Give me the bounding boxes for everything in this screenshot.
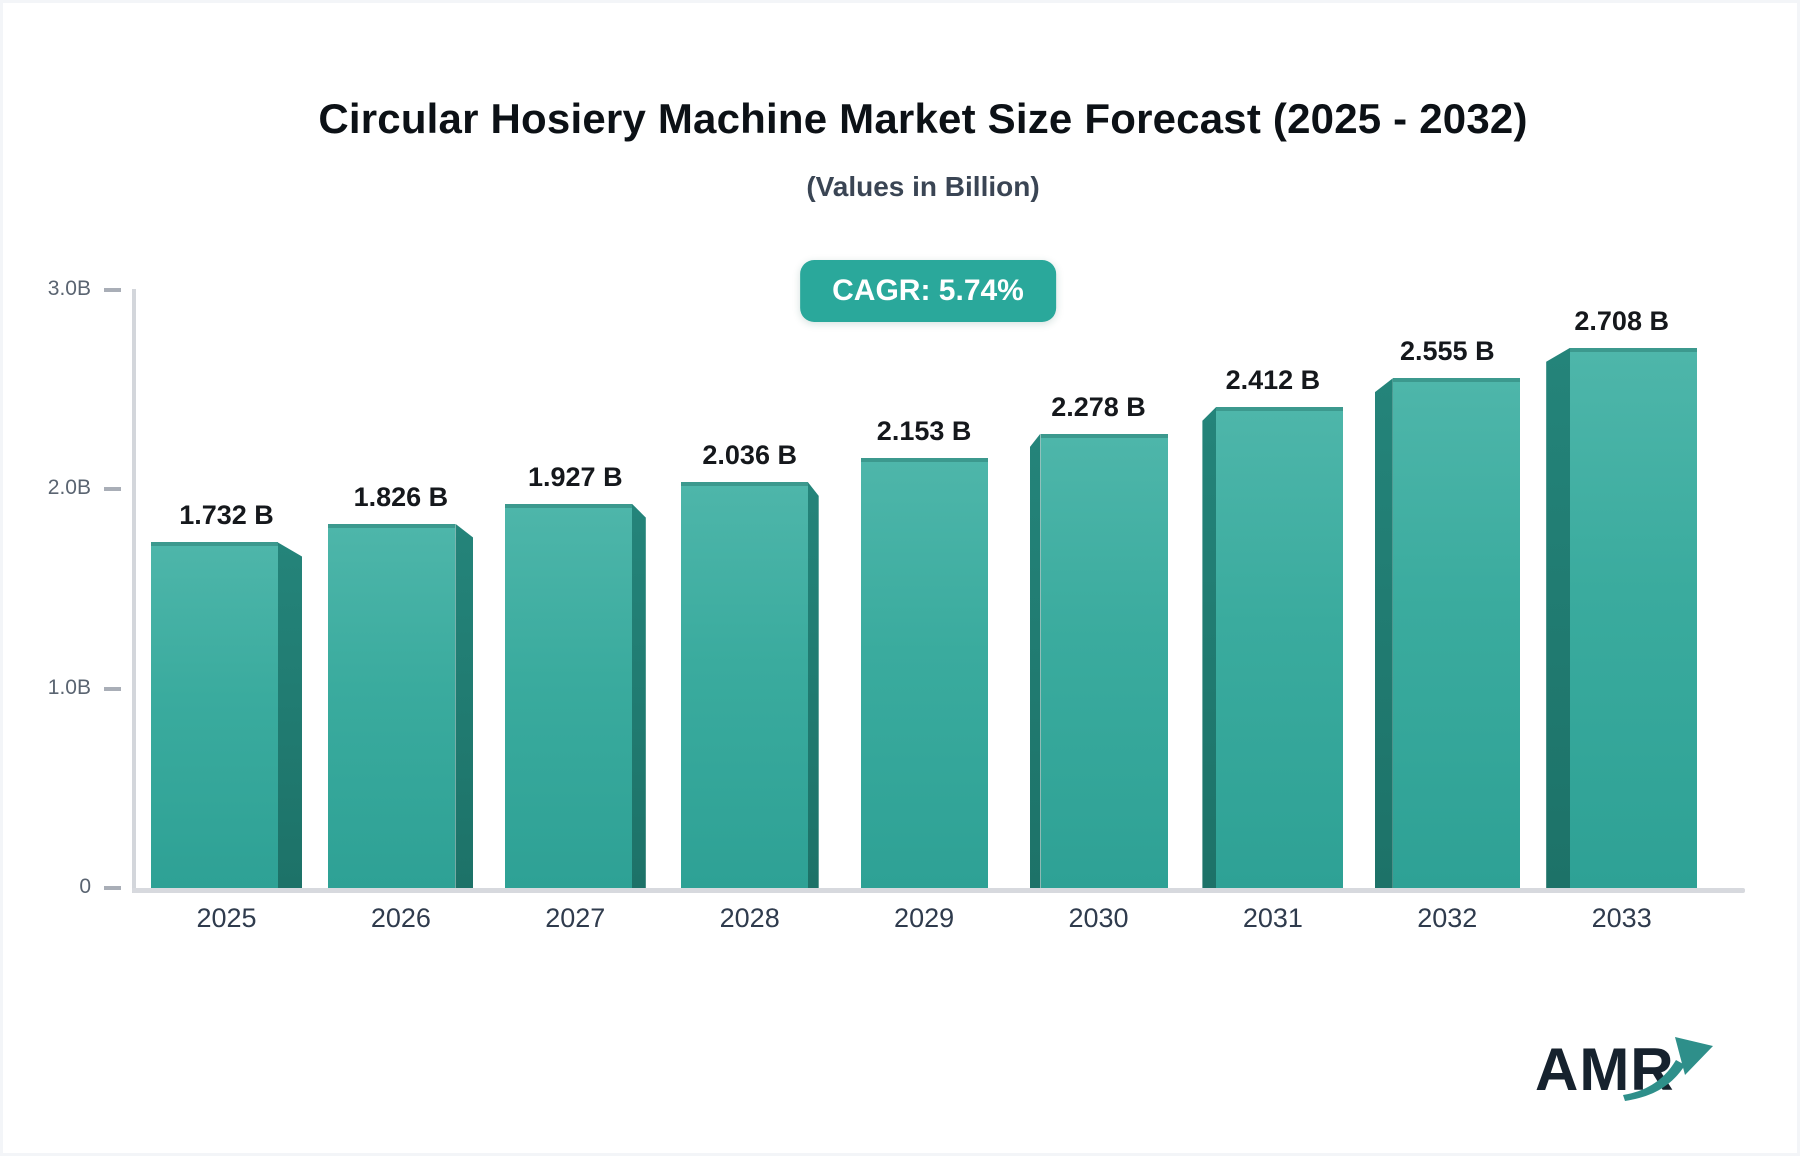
growth-arrow-icon — [1623, 1037, 1713, 1101]
bar-side-panel — [1029, 433, 1041, 888]
bar-side-panel — [807, 481, 819, 888]
bar — [328, 523, 456, 888]
x-axis-label: 2027 — [545, 903, 606, 933]
y-tick-mark — [104, 686, 121, 691]
x-axis-label: 2032 — [1417, 903, 1478, 933]
bar-side-panel — [1374, 378, 1393, 888]
x-axis-label: 2030 — [1068, 903, 1129, 933]
y-tick-mark — [104, 287, 121, 292]
bar-value-label: 2.153 B — [876, 416, 972, 447]
cagr-badge: CAGR: 5.74% — [800, 260, 1056, 322]
y-tick-mark — [104, 886, 121, 890]
bar — [504, 503, 632, 888]
chart-title: Circular Hosiery Machine Market Size For… — [318, 95, 1528, 142]
bar — [1392, 378, 1520, 888]
bar-side-panel — [631, 503, 646, 888]
bar-value-label: 2.708 B — [1574, 305, 1669, 336]
chart-subtitle: (Values in Billion) — [806, 171, 1040, 202]
x-axis-label: 2031 — [1242, 903, 1303, 933]
x-axis-label: 2025 — [196, 903, 257, 933]
bar-value-label: 2.412 B — [1225, 364, 1321, 395]
y-tick-label: 2.0B — [47, 476, 91, 499]
bar-value-label: 2.278 B — [1051, 391, 1146, 422]
bar — [860, 458, 988, 888]
bar-side-panel — [1546, 347, 1571, 888]
bar-value-label: 2.555 B — [1400, 336, 1495, 367]
bar — [151, 542, 278, 888]
bar — [1570, 347, 1698, 888]
bar-value-label: 1.927 B — [528, 461, 623, 492]
y-tick-label: 0 — [79, 875, 91, 898]
y-tick-label: 1.0B — [47, 675, 91, 699]
x-axis-label: 2026 — [370, 903, 431, 933]
x-axis-label: 2029 — [894, 903, 955, 933]
y-tick-mark — [104, 487, 121, 491]
x-axis-label: 2028 — [719, 903, 780, 933]
y-tick-label: 3.0B — [47, 276, 91, 300]
bar-side-panel — [278, 542, 302, 888]
bar-side-panel — [1202, 406, 1217, 888]
bar — [1216, 406, 1344, 888]
bar-value-label: 2.036 B — [702, 439, 797, 470]
x-axis-label: 2033 — [1591, 903, 1652, 933]
amr-logo: AMR — [1535, 1029, 1735, 1113]
bar — [680, 481, 808, 888]
bar-value-label: 1.826 B — [353, 481, 449, 512]
bar-side-panel — [455, 523, 474, 888]
x-axis-line — [132, 888, 1745, 893]
bar-value-label: 1.732 B — [179, 500, 274, 531]
y-axis-line — [132, 289, 136, 893]
bar — [1040, 433, 1168, 888]
